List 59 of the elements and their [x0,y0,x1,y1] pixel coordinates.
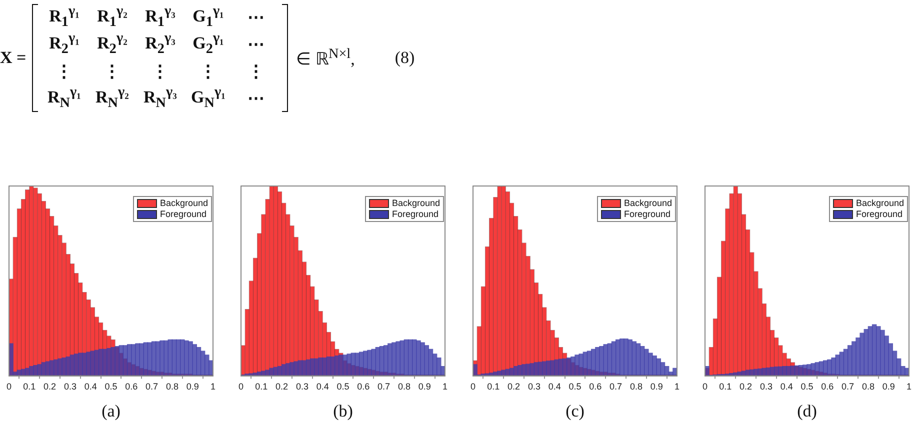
x-tick-label: 0.5 [568,382,582,392]
x-axis-title: (c) [566,401,584,420]
x-tick-label: 0.7 [842,382,854,392]
x-tick-label: 0.6 [589,382,602,392]
x-tick-label: 0.6 [125,382,138,392]
x-tick-label: 0.1 [719,382,732,392]
legend-label: Background [624,198,672,209]
legend-label: Foreground [856,209,902,220]
x-tick-label: 0.7 [610,382,622,392]
text: (8) [394,48,415,68]
x-tick-label: 0 [238,382,244,392]
legend-label: Foreground [624,209,670,220]
x-tick-label: 0.7 [378,382,390,392]
x-tick-label: 0.9 [650,382,663,392]
x-tick-label: 0 [6,382,12,392]
legend-label: Background [856,198,904,209]
x-tick-label: 0.5 [336,382,350,392]
x-tick-label: 0.1 [487,382,500,392]
x-tick-label: 0.8 [862,382,874,392]
x-tick-label: 0.5 [104,382,118,392]
x-tick-label: 1 [906,382,912,392]
x-tick-label: 0 [470,382,476,392]
x-tick-label: 0.4 [316,382,329,392]
text: ∈ ℝ$^{N×l}$, [296,46,355,70]
x-tick-label: 0.5 [800,382,814,392]
x-tick-label: 0.7 [146,382,158,392]
legend-label: Foreground [392,209,438,220]
x-tick-label: 0.6 [821,382,834,392]
x-tick-label: 1 [442,382,448,392]
x-axis-title: (a) [102,401,120,420]
x-tick-label: 0.2 [740,382,752,392]
x-tick-label: 0.3 [296,382,308,392]
x-tick-label: 0.8 [166,382,178,392]
x-tick-label: 0.9 [882,382,895,392]
x-tick-label: 1 [210,382,216,392]
x-tick-label: 0.3 [528,382,540,392]
x-tick-label: 0.9 [418,382,431,392]
x-tick-label: 0.4 [84,382,97,392]
x-tick-label: 0.3 [760,382,772,392]
x-tick-label: 0.8 [398,382,410,392]
legend-label: Background [160,198,208,209]
x-tick-label: 0.4 [780,382,793,392]
x-axis-title: (b) [333,401,353,420]
x-tick-label: 0.1 [255,382,268,392]
legend-label: Foreground [160,209,206,220]
x-tick-label: 0.8 [630,382,642,392]
x-tick-label: 0.2 [508,382,520,392]
x-tick-label: 1 [674,382,680,392]
text: X = [0,48,26,68]
x-tick-label: 0.6 [357,382,370,392]
x-tick-label: 0 [702,382,708,392]
x-tick-label: 0.2 [276,382,288,392]
x-tick-label: 0.1 [23,382,36,392]
x-tick-label: 0.9 [186,382,199,392]
x-tick-label: 0.2 [44,382,56,392]
x-axis-title: (d) [797,401,817,420]
x-tick-label: 0.3 [64,382,76,392]
legend-label: Background [392,198,440,209]
x-tick-label: 0.4 [548,382,561,392]
